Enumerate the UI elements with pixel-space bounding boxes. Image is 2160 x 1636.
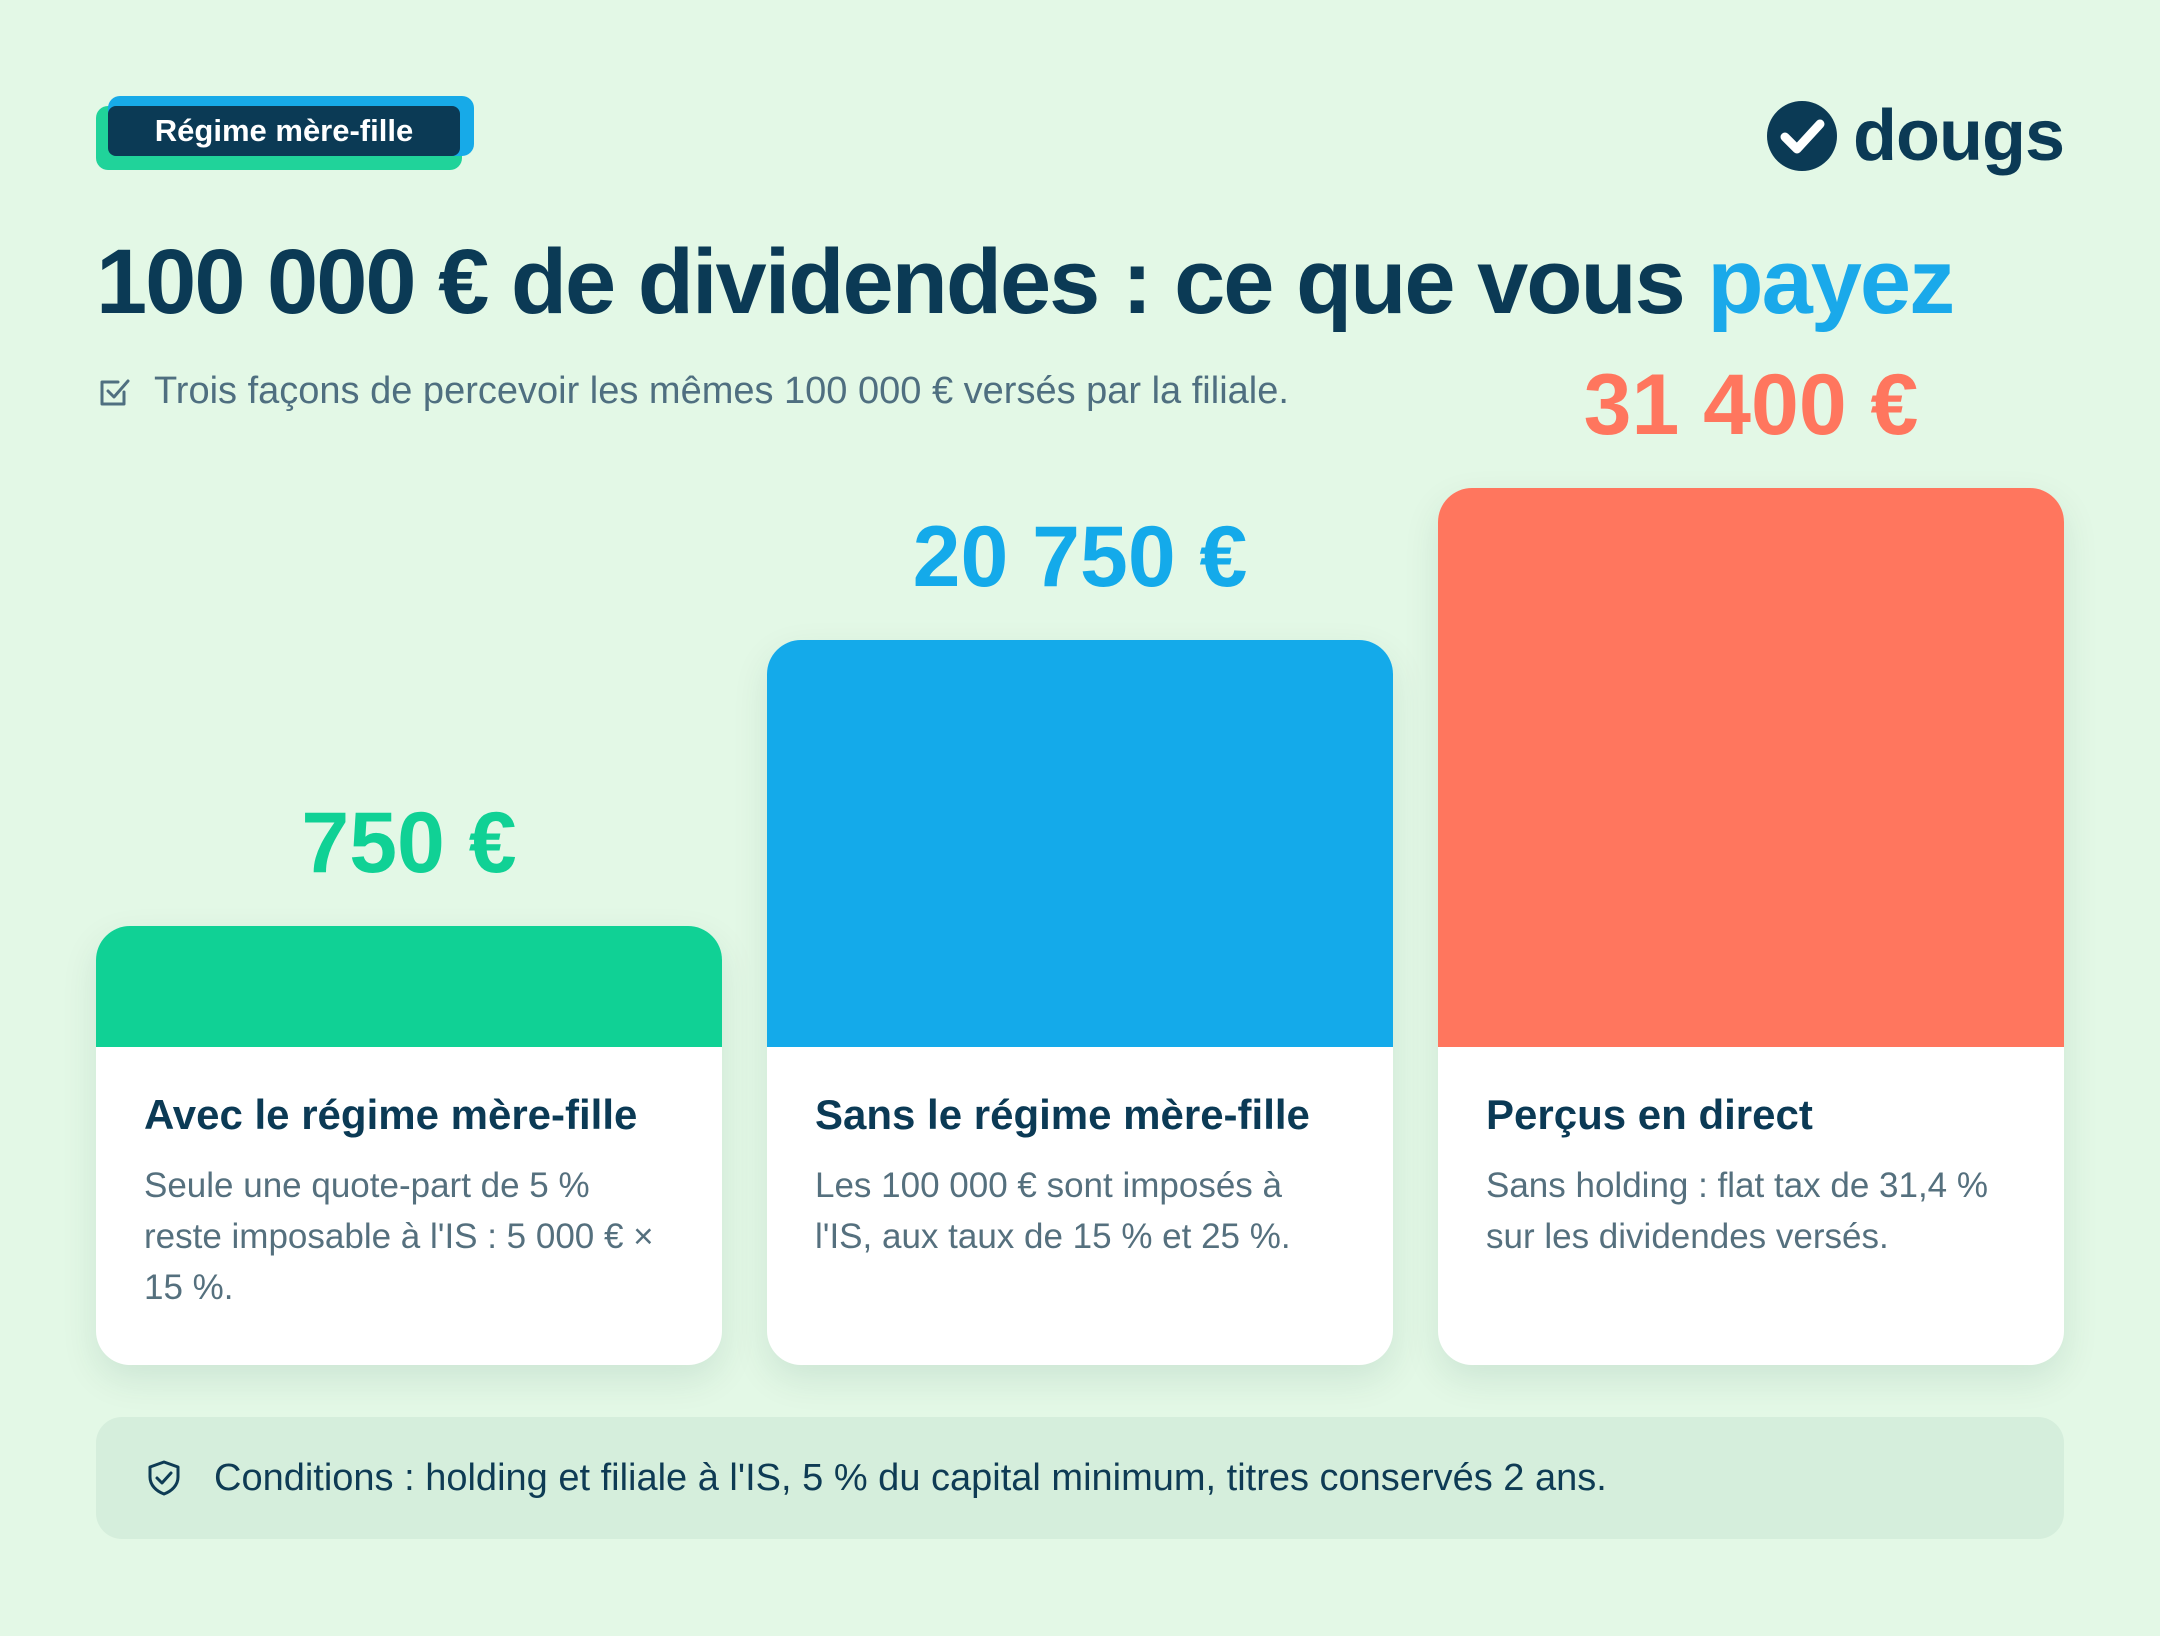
- shield-check-icon: [148, 1460, 180, 1496]
- bar-value-label: 31 400 €: [1583, 357, 1919, 453]
- bar: [767, 640, 1393, 1047]
- badge-label: Régime mère-fille: [108, 106, 460, 156]
- bar-card: Sans le régime mère-fille Les 100 000 € s…: [767, 640, 1393, 1365]
- conditions-text: Conditions : holding et filiale à l'IS, …: [214, 1456, 1607, 1499]
- category-label: Sans le régime mère-fille: [815, 1091, 1310, 1138]
- category-label: Avec le régime mère-fille: [144, 1091, 638, 1138]
- logo-text: dougs: [1853, 96, 2065, 176]
- bar-card-body: Perçus en direct Sans holding : flat tax …: [1438, 1047, 2064, 1365]
- bar-value-label: 20 750 €: [912, 509, 1248, 605]
- subtitle: Trois façons de percevoir les mêmes 100 …: [96, 370, 1289, 413]
- bar: [1438, 488, 2064, 1047]
- bar-chart: 750 € Avec le régime mère-fille Seule une …: [96, 362, 2064, 1365]
- bar-column: 20 750 € Sans le régime mère-fille Les 100…: [767, 440, 1393, 1365]
- subtitle-text: Trois façons de percevoir les mêmes 100 …: [154, 370, 1289, 412]
- category-label: Perçus en direct: [1486, 1091, 1813, 1138]
- title-accent: payez: [1707, 231, 1955, 333]
- bar-card-body: Avec le régime mère-fille Seule une quote…: [96, 1047, 722, 1365]
- conditions-banner: Conditions : holding et filiale à l'IS, …: [96, 1417, 2064, 1539]
- category-description: Seule une quote-part de 5 % reste imposa…: [144, 1166, 654, 1307]
- title-main: 100 000 € de dividendes : ce que vous: [96, 231, 1708, 333]
- bar-column: 750 € Avec le régime mère-fille Seule une …: [96, 726, 722, 1365]
- bar-value-label: 750 €: [301, 795, 517, 891]
- bar: [96, 926, 722, 1047]
- bar-card: Perçus en direct Sans holding : flat tax …: [1438, 488, 2064, 1365]
- page-title: 100 000 € de dividendes : ce que vous pa…: [96, 230, 1955, 335]
- checkbox-icon: [100, 379, 130, 405]
- bar-column: 31 400 € Perçus en direct Sans holding : f…: [1438, 288, 2064, 1365]
- brand-logo: dougs: [1765, 96, 2065, 176]
- category-description: Les 100 000 € sont imposés à l'IS, aux t…: [815, 1166, 1291, 1256]
- category-description: Sans holding : flat tax de 31,4 % sur le…: [1486, 1166, 1988, 1256]
- category-badge: Régime mère-fille: [96, 96, 476, 170]
- bar-card-body: Sans le régime mère-fille Les 100 000 € s…: [767, 1047, 1393, 1365]
- check-circle-icon: [1767, 101, 1838, 171]
- bar-card: Avec le régime mère-fille Seule une quote…: [96, 926, 722, 1365]
